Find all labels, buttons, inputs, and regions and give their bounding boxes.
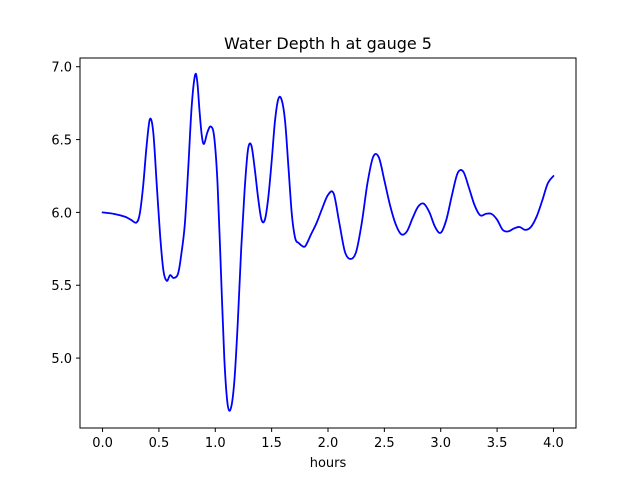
x-tick-label: 1.0 bbox=[205, 436, 226, 451]
x-tick-label: 0.5 bbox=[149, 436, 170, 451]
series-line bbox=[101, 72, 555, 412]
y-tick-label: 6.5 bbox=[51, 134, 72, 149]
chart-title: Water Depth h at gauge 5 bbox=[224, 34, 432, 53]
x-axis-title: hours bbox=[310, 456, 347, 471]
x-tick-label: 0.0 bbox=[92, 436, 113, 451]
y-axis: 5.0 5.5 6.0 6.5 7.0 bbox=[51, 61, 80, 367]
x-tick-label: 2.5 bbox=[374, 436, 395, 451]
y-tick-label: 5.5 bbox=[51, 279, 72, 294]
x-tick-label: 2.0 bbox=[318, 436, 339, 451]
plot-content bbox=[101, 72, 555, 412]
x-tick-label: 1.5 bbox=[261, 436, 282, 451]
x-tick-label: 4.0 bbox=[543, 436, 564, 451]
y-tick-label: 7.0 bbox=[51, 61, 72, 76]
y-tick-label: 5.0 bbox=[51, 352, 72, 367]
x-tick-label: 3.0 bbox=[430, 436, 451, 451]
x-axis: 0.0 0.5 1.0 1.5 2.0 2.5 3.0 3.5 4.0 bbox=[92, 428, 564, 451]
x-tick-label: 3.5 bbox=[487, 436, 508, 451]
y-tick-label: 6.0 bbox=[51, 206, 72, 221]
